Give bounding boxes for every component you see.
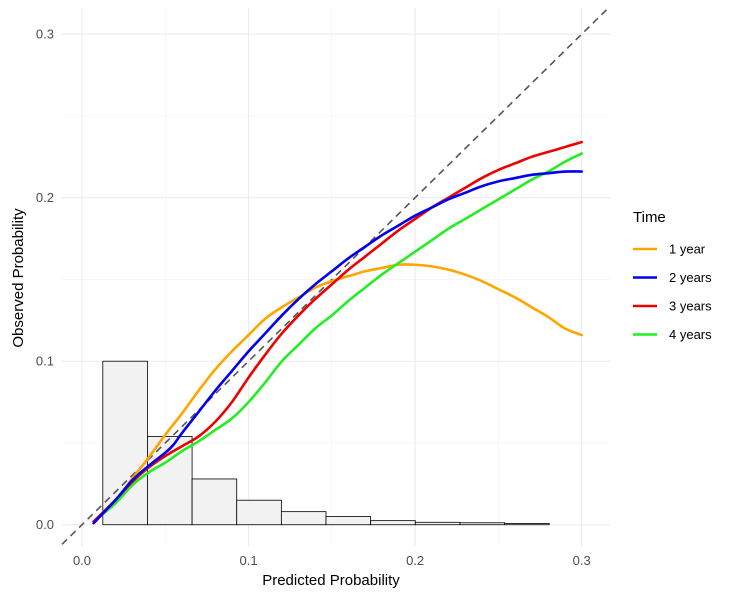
- y-axis-title: Observed Probability: [10, 208, 27, 348]
- legend-item: 2 years: [633, 270, 712, 285]
- histogram-bar: [280, 511, 327, 526]
- histogram-layer: [102, 360, 550, 526]
- y-tick-label: 0.0: [36, 517, 54, 532]
- x-tick-label: 0.2: [406, 553, 424, 568]
- legend-label: 1 year: [669, 242, 706, 257]
- series-line-4-years: [92, 152, 583, 523]
- histogram-bar: [236, 499, 282, 526]
- legend: Time 1 year 2 years 3 years 4 years: [633, 209, 712, 342]
- legend-item: 3 years: [633, 299, 712, 314]
- histogram-bar: [414, 521, 461, 526]
- legend-item: 4 years: [633, 327, 712, 342]
- histogram-bar: [191, 478, 238, 526]
- histogram-bar: [459, 522, 505, 526]
- x-axis-title: Predicted Probability: [262, 572, 400, 589]
- legend-label: 3 years: [669, 299, 712, 314]
- y-tick-label: 0.2: [36, 190, 54, 205]
- histogram-bar: [325, 516, 372, 526]
- reference-line-layer: [61, 7, 609, 545]
- y-tick-label: 0.3: [36, 27, 54, 42]
- tick-label-layer: 0.0 0.1 0.2 0.3 0.0 0.1 0.2 0.3: [36, 27, 591, 568]
- histogram-bar: [504, 523, 550, 526]
- reference-diagonal-line: [61, 7, 609, 545]
- histogram-bar: [102, 360, 148, 526]
- series-layer: [92, 140, 583, 525]
- x-tick-label: 0.1: [240, 553, 258, 568]
- x-tick-label: 0.3: [573, 553, 591, 568]
- histogram-bar: [370, 520, 416, 526]
- legend-item: 1 year: [633, 242, 706, 257]
- y-tick-label: 0.1: [36, 354, 54, 369]
- legend-label: 4 years: [669, 327, 712, 342]
- series-line-3-years: [92, 140, 583, 523]
- x-tick-label: 0.0: [73, 553, 91, 568]
- series-line-2-years: [92, 170, 583, 525]
- legend-title: Time: [633, 209, 666, 226]
- legend-items: 1 year 2 years 3 years 4 years: [633, 242, 712, 342]
- legend-label: 2 years: [669, 270, 712, 285]
